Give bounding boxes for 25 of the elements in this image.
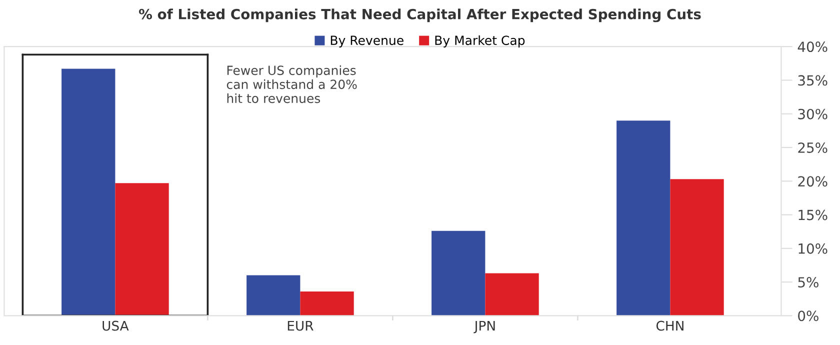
y-tick-label: 35% (798, 75, 828, 86)
y-tick-label: 15% (798, 210, 828, 220)
x-tick-label: USA (102, 320, 129, 331)
legend-label: By Revenue (330, 36, 404, 48)
bar (115, 183, 169, 316)
chart-title: % of Listed Companies That Need Capital After Expected Spending Cuts (138, 8, 701, 22)
bar (300, 291, 354, 316)
x-tick-label: EUR (288, 320, 314, 331)
bar (432, 230, 486, 316)
bar (246, 275, 300, 316)
y-tick-label: 20% (798, 176, 828, 187)
y-tick-label: 10% (798, 243, 828, 254)
bar (62, 68, 116, 316)
bar (670, 179, 724, 316)
bar (616, 120, 670, 316)
legend-label: By Market Cap (435, 35, 525, 48)
y-tick-label: 30% (798, 108, 828, 120)
y-tick-label: 0% (798, 310, 818, 322)
y-tick-label: 25% (798, 142, 828, 153)
y-tick-label: 40% (798, 42, 828, 52)
y-tick-label: 5% (798, 277, 818, 288)
x-tick-label: JPN (474, 320, 495, 334)
x-tick-label: CHN (656, 320, 684, 331)
annotation: Fewer US companies can withstand a 20% hit to revenues (226, 65, 357, 104)
bar (485, 273, 539, 316)
